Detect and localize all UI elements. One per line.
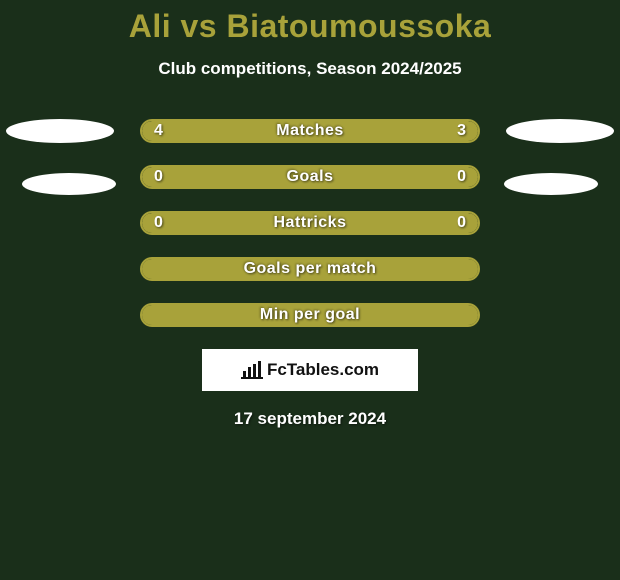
stat-label: Hattricks (274, 214, 347, 232)
stat-row-min-per-goal: Min per goal (140, 303, 480, 327)
player-left-shadow-1 (6, 119, 114, 143)
player-right-shadow-1 (506, 119, 614, 143)
date-text: 17 september 2024 (0, 409, 620, 429)
stat-row-hattricks: 0 Hattricks 0 (140, 211, 480, 235)
player-right-shadow-2 (504, 173, 598, 195)
subtitle: Club competitions, Season 2024/2025 (0, 59, 620, 79)
stat-row-goals: 0 Goals 0 (140, 165, 480, 189)
stat-row-matches: 4 Matches 3 (140, 119, 480, 143)
stat-value-right: 0 (457, 214, 466, 232)
page-title: Ali vs Biatoumoussoka (0, 8, 620, 45)
player-left-shadow-2 (22, 173, 116, 195)
stat-value-left: 4 (154, 122, 163, 140)
comparison-card: Ali vs Biatoumoussoka Club competitions,… (0, 0, 620, 429)
stat-bar-left (142, 167, 310, 187)
stat-bar-right (310, 167, 478, 187)
brand-text: FcTables.com (267, 360, 379, 380)
stat-label: Matches (276, 122, 344, 140)
stat-label: Min per goal (260, 306, 360, 324)
stat-label: Goals per match (244, 260, 377, 278)
stat-value-right: 3 (457, 122, 466, 140)
bar-chart-icon (241, 361, 263, 379)
stat-label: Goals (287, 168, 334, 186)
stat-value-left: 0 (154, 214, 163, 232)
stat-value-left: 0 (154, 168, 163, 186)
stat-row-goals-per-match: Goals per match (140, 257, 480, 281)
brand-inner: FcTables.com (241, 360, 379, 380)
stat-value-right: 0 (457, 168, 466, 186)
stat-rows: 4 Matches 3 0 Goals 0 0 Hattricks 0 Go (140, 119, 480, 327)
stat-area: 4 Matches 3 0 Goals 0 0 Hattricks 0 Go (0, 119, 620, 327)
brand-badge[interactable]: FcTables.com (202, 349, 418, 391)
